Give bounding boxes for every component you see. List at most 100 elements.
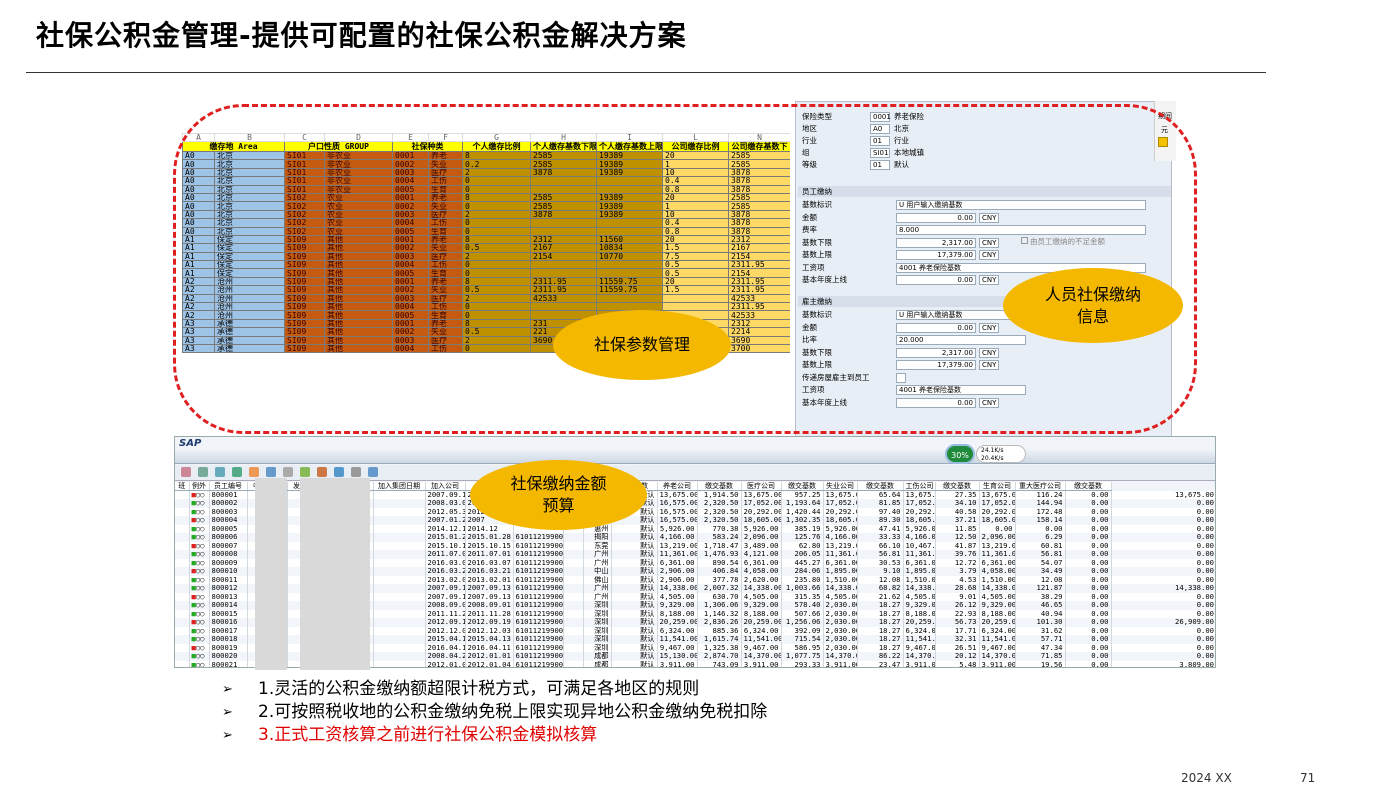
toolbar-button-icon[interactable] xyxy=(215,467,225,477)
row-selector[interactable] xyxy=(175,652,190,661)
grid-cell: 800010 xyxy=(209,567,248,576)
grid-cell xyxy=(373,541,426,550)
grid-column-header[interactable]: 缴交基数 xyxy=(857,482,904,491)
row-selector[interactable] xyxy=(175,533,190,542)
row-selector[interactable] xyxy=(175,592,190,601)
row-selector[interactable] xyxy=(175,609,190,618)
grid-row[interactable]: ■○○800013Co.,Ltd.2007.09.132007.09.13610… xyxy=(175,592,1215,601)
currency-field[interactable]: CNY xyxy=(979,237,999,248)
er-field-value[interactable]: 20.000 xyxy=(896,335,1026,345)
currency-field[interactable]: CNY xyxy=(979,212,999,223)
grid-cell: 32.31 xyxy=(935,635,980,644)
grid-column-header[interactable]: 缴交基数 xyxy=(1065,482,1112,491)
er-field-value[interactable]: 2,317.00 xyxy=(896,347,976,358)
status-light-icon: ■○○ xyxy=(189,533,210,542)
emp-field-value[interactable]: 0.00 xyxy=(896,212,976,223)
grid-cell: 46.65 xyxy=(1015,601,1066,610)
field-code[interactable]: 0001 xyxy=(870,112,891,122)
er-field-value[interactable]: 4001 养老保险基数 xyxy=(896,385,1026,395)
row-selector[interactable] xyxy=(175,516,190,525)
currency-field[interactable]: CNY xyxy=(979,397,999,408)
row-selector[interactable] xyxy=(175,618,190,627)
toolbar-button-icon[interactable] xyxy=(249,467,259,477)
grid-column-header[interactable]: 养老公司 xyxy=(657,482,698,491)
grid-column-header[interactable]: 例外 xyxy=(189,482,210,491)
row-selector[interactable] xyxy=(175,499,190,508)
row-selector[interactable] xyxy=(175,558,190,567)
row-selector[interactable] xyxy=(175,575,190,584)
row-selector[interactable] xyxy=(175,541,190,550)
grid-column-header[interactable]: 医疗公司 xyxy=(741,482,782,491)
grid-cell: 2012.01.04 xyxy=(425,660,466,667)
er-field-value[interactable]: 17,379.00 xyxy=(896,360,976,370)
row-selector[interactable] xyxy=(175,507,190,516)
toolbar-button-icon[interactable] xyxy=(181,467,191,477)
grid-column-header[interactable]: 缴交基数 xyxy=(935,482,980,491)
grid-column-header[interactable]: 员工编号 xyxy=(209,482,248,491)
status-light-icon: ■○○ xyxy=(189,609,210,618)
grid-cell: 89.30 xyxy=(857,516,904,525)
field-code[interactable]: SI01 xyxy=(870,148,890,158)
grid-cell: 885.36 xyxy=(697,626,742,635)
grid-column-header[interactable]: 失业公司 xyxy=(823,482,858,491)
grid-column-header[interactable]: 班 xyxy=(175,482,190,491)
grid-row[interactable]: ■○○800017Co.,Ltd.2012.12.032012.12.03610… xyxy=(175,626,1215,635)
toolbar-button-icon[interactable] xyxy=(232,467,242,477)
emp-field-value[interactable]: 8.000 xyxy=(896,225,1146,235)
emp-field-value[interactable]: U 用户输入缴纳基数 xyxy=(896,200,1146,210)
toolbar-button-icon[interactable] xyxy=(368,467,378,477)
er-field-value[interactable]: 0.00 xyxy=(896,322,976,333)
emp-field-value[interactable]: 2,317.00 xyxy=(896,237,976,248)
row-selector[interactable] xyxy=(175,660,190,667)
grid-column-header[interactable]: 缴交基数 xyxy=(697,482,742,491)
grid-cell: 默认 xyxy=(611,516,658,525)
field-code[interactable]: 01 xyxy=(870,160,890,170)
grid-cell: 56.73 xyxy=(935,618,980,627)
grid-cell: 2,030.00 xyxy=(823,643,858,652)
emp-field-value[interactable]: 17,379.00 xyxy=(896,250,976,260)
toolbar-button-icon[interactable] xyxy=(317,467,327,477)
currency-field[interactable]: CNY xyxy=(979,347,999,358)
grid-column-header[interactable]: 加入公司 xyxy=(425,482,466,491)
shortfall-checkbox-label[interactable]: 由员工缴纳的不足金额 xyxy=(1021,237,1105,247)
currency-field[interactable]: CNY xyxy=(979,360,999,370)
field-code[interactable]: 01 xyxy=(870,136,890,146)
grid-row[interactable]: ■○○800010Co.,Ltd.2016.03.212016.03.21610… xyxy=(175,567,1215,576)
row-selector[interactable] xyxy=(175,567,190,576)
currency-field[interactable]: CNY xyxy=(979,250,999,260)
social-security-params-sheet[interactable]: A B C D E F G H I L N 缴存地 Area 户口性质 GROU… xyxy=(182,133,790,373)
emp-field-value[interactable]: 0.00 xyxy=(896,275,976,285)
row-selector[interactable] xyxy=(175,550,190,559)
emp-field-value[interactable]: 4001 养老保险基数 xyxy=(896,262,1146,273)
row-selector[interactable] xyxy=(175,524,190,533)
currency-field[interactable]: CNY xyxy=(979,322,999,333)
toolbar-button-icon[interactable] xyxy=(300,467,310,477)
grid-cell: 默认 xyxy=(611,558,658,567)
grid-column-header[interactable]: 重大医疗公司 xyxy=(1015,482,1066,491)
toolbar-button-icon[interactable] xyxy=(198,467,208,477)
field-code[interactable]: A0 xyxy=(870,124,890,134)
grid-column-header[interactable]: 生育公司 xyxy=(979,482,1016,491)
grid-row[interactable]: ■○○800011Co.,Ltd.2013.02.012013.02.01610… xyxy=(175,575,1215,584)
toolbar-button-icon[interactable] xyxy=(351,467,361,477)
grid-column-header[interactable]: 加入集团日期 xyxy=(373,482,426,491)
transfer-checkbox[interactable] xyxy=(896,372,906,383)
er-field-value[interactable]: 0.00 xyxy=(896,397,976,408)
row-selector[interactable] xyxy=(175,601,190,610)
grid-column-header[interactable]: 工伤公司 xyxy=(903,482,936,491)
row-selector[interactable] xyxy=(175,490,190,499)
toolbar-button-icon[interactable] xyxy=(266,467,276,477)
grid-row[interactable]: ■○○800007Co.,Ltd.2015.10.152015.10.15610… xyxy=(175,541,1215,550)
toolbar-button-icon[interactable] xyxy=(334,467,344,477)
row-selector[interactable] xyxy=(175,626,190,635)
row-selector[interactable] xyxy=(175,635,190,644)
toolbar-button-icon[interactable] xyxy=(283,467,293,477)
row-selector[interactable] xyxy=(175,643,190,652)
field-label: 保险类型 xyxy=(802,112,832,121)
grid-cell: 12.08 xyxy=(1015,575,1066,584)
currency-field[interactable]: CNY xyxy=(979,275,999,285)
grid-cell: 2016.03.21 xyxy=(425,567,466,576)
row-selector[interactable] xyxy=(175,584,190,593)
grid-row[interactable]: ■○○800001Co.,Ltd.2007.09.132007默认13,675.… xyxy=(175,490,1215,499)
grid-column-header[interactable]: 缴交基数 xyxy=(781,482,824,491)
